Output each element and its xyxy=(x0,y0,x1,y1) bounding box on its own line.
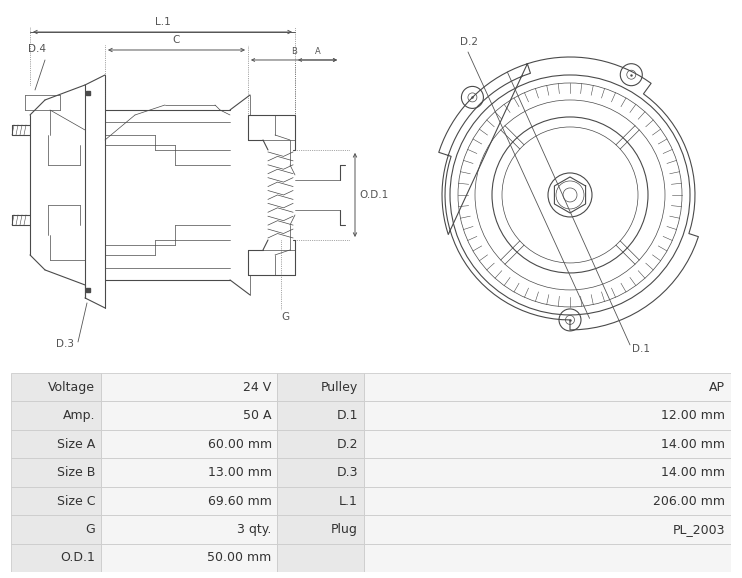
Text: Amp.: Amp. xyxy=(63,409,95,422)
Text: D.3: D.3 xyxy=(337,466,358,479)
Text: Plug: Plug xyxy=(331,523,358,536)
Text: Size A: Size A xyxy=(57,438,95,450)
Text: G: G xyxy=(85,523,95,536)
Bar xyxy=(11,487,101,515)
Bar xyxy=(11,458,101,487)
Text: Size C: Size C xyxy=(57,495,95,507)
Bar xyxy=(364,515,731,544)
Bar xyxy=(278,430,364,458)
Text: 69.60 mm: 69.60 mm xyxy=(208,495,272,507)
Text: PL_2003: PL_2003 xyxy=(672,523,725,536)
Bar xyxy=(101,487,278,515)
Text: D.1: D.1 xyxy=(632,344,650,354)
Bar xyxy=(11,515,101,544)
Bar xyxy=(278,544,364,572)
Bar xyxy=(11,430,101,458)
Text: A: A xyxy=(315,47,321,56)
Bar xyxy=(364,544,731,572)
Text: AP: AP xyxy=(709,380,725,394)
Text: B: B xyxy=(291,47,297,56)
Bar xyxy=(278,487,364,515)
Text: D.1: D.1 xyxy=(337,409,358,422)
Bar xyxy=(101,401,278,430)
Bar xyxy=(278,458,364,487)
Text: L.1: L.1 xyxy=(154,17,171,27)
Bar xyxy=(364,401,731,430)
Text: 14.00 mm: 14.00 mm xyxy=(661,438,725,450)
Text: O.D.1: O.D.1 xyxy=(359,190,388,200)
Bar xyxy=(364,430,731,458)
Text: 13.00 mm: 13.00 mm xyxy=(208,466,272,479)
Text: O.D.1: O.D.1 xyxy=(60,551,95,565)
Text: D.4: D.4 xyxy=(28,44,46,54)
Text: 14.00 mm: 14.00 mm xyxy=(661,466,725,479)
Bar xyxy=(364,458,731,487)
Text: L.1: L.1 xyxy=(339,495,358,507)
Bar xyxy=(278,373,364,401)
Bar xyxy=(101,373,278,401)
Bar xyxy=(101,430,278,458)
Text: D.3: D.3 xyxy=(56,339,74,349)
Text: Pulley: Pulley xyxy=(321,380,358,394)
Text: D.2: D.2 xyxy=(460,37,478,47)
Text: C: C xyxy=(173,35,180,45)
Text: Voltage: Voltage xyxy=(48,380,95,394)
Text: 206.00 mm: 206.00 mm xyxy=(653,495,725,507)
Bar xyxy=(11,401,101,430)
Bar xyxy=(364,487,731,515)
Text: 3 qty.: 3 qty. xyxy=(237,523,272,536)
Text: 50.00 mm: 50.00 mm xyxy=(208,551,272,565)
Bar xyxy=(278,515,364,544)
Bar xyxy=(364,373,731,401)
Text: D.2: D.2 xyxy=(337,438,358,450)
Text: 60.00 mm: 60.00 mm xyxy=(208,438,272,450)
Bar xyxy=(101,544,278,572)
Text: Size B: Size B xyxy=(57,466,95,479)
Text: 50 A: 50 A xyxy=(243,409,272,422)
Text: 12.00 mm: 12.00 mm xyxy=(661,409,725,422)
Bar xyxy=(11,544,101,572)
Text: G: G xyxy=(281,312,289,322)
Text: 24 V: 24 V xyxy=(243,380,272,394)
Bar xyxy=(11,373,101,401)
Bar xyxy=(101,458,278,487)
Bar xyxy=(101,515,278,544)
Bar xyxy=(278,401,364,430)
